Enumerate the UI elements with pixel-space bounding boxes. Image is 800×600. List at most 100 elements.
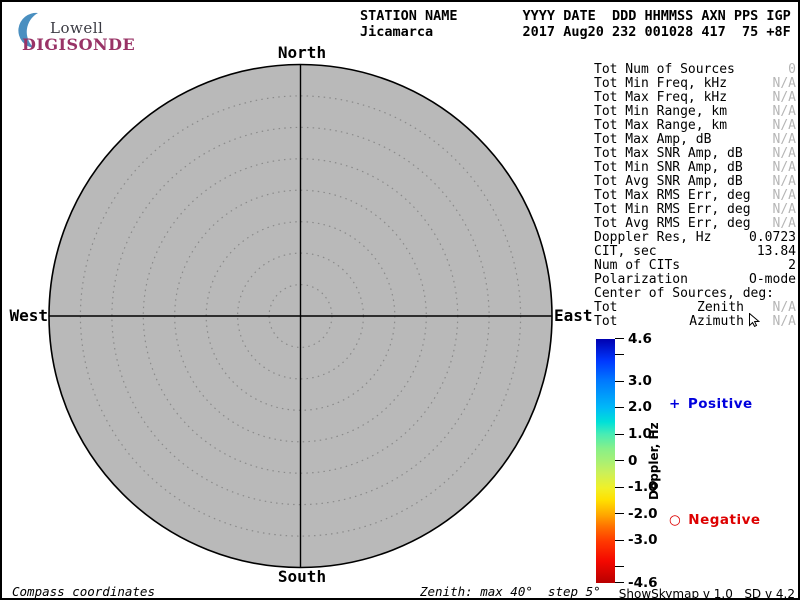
colorbar-tick-label: -1.0: [628, 479, 658, 496]
stats-value: 2: [788, 258, 796, 273]
colorbar-tick: [615, 338, 624, 340]
stats-row: Tot Max SNR Amp, dB N/A: [594, 147, 796, 161]
software-version-label: ShowSkymap v 1.0 SD v 4.2: [618, 587, 795, 600]
stats-value: N/A: [772, 90, 796, 105]
doppler-colorbar: [596, 339, 615, 583]
stats-sublabel: Azimuth: [689, 314, 744, 329]
colorbar-tick: [615, 354, 624, 356]
colorbar-tick-label: -2.0: [628, 505, 658, 522]
compass-label-north: North: [277, 43, 327, 62]
colorbar-tick-label: 3.0: [628, 372, 652, 389]
stats-row: Tot Max Range, km N/A: [594, 119, 796, 133]
stats-label: Tot Avg SNR Amp, dB: [594, 174, 743, 189]
logo-lowell-text: Lowell: [50, 19, 104, 37]
stats-value: N/A: [772, 300, 796, 315]
stats-row: Tot Zenith N/A: [594, 301, 796, 315]
plus-marker-icon: +: [669, 396, 681, 412]
stats-value: N/A: [772, 216, 796, 231]
stats-value: 0.0723: [749, 230, 796, 245]
stats-row: Tot Avg SNR Amp, dB N/A: [594, 175, 796, 189]
colorbar-tick: [615, 582, 624, 584]
stats-row: Tot Azimuth N/A: [594, 315, 796, 329]
crescent-icon: [18, 12, 38, 48]
stats-row: Tot Max Freq, kHz N/A: [594, 91, 796, 105]
stats-label: Tot Min Freq, kHz: [594, 76, 728, 91]
stats-value: N/A: [772, 132, 796, 147]
stats-label: Tot Min SNR Amp, dB: [594, 160, 743, 175]
stats-value: N/A: [772, 188, 796, 203]
stats-value: 0: [788, 62, 796, 77]
skymap-polar-plot: [48, 63, 553, 569]
colorbar-tick: [615, 433, 624, 435]
compass-label-west: West: [9, 306, 48, 325]
colorbar-tick: [615, 539, 624, 541]
colorbar-tick: [615, 513, 624, 515]
stats-row: Polarization O-mode: [594, 273, 796, 287]
stats-value: N/A: [772, 202, 796, 217]
stats-value: N/A: [772, 118, 796, 133]
stats-row: Tot Max Amp, dB N/A: [594, 133, 796, 147]
stats-value: 13.84: [756, 244, 796, 259]
stats-value: N/A: [772, 160, 796, 175]
stats-label: Tot: [594, 300, 618, 315]
logo-digisonde-text: DIGISONDE: [22, 35, 136, 54]
colorbar-axis-title: Doppler, Hz: [647, 422, 661, 500]
stats-label: Tot Max Amp, dB: [594, 132, 712, 147]
colorbar-tick: [615, 566, 624, 568]
stats-row: CIT, sec 13.84: [594, 245, 796, 259]
stats-label: Tot Avg RMS Err, deg: [594, 216, 751, 231]
stats-row: Tot Min Freq, kHz N/A: [594, 77, 796, 91]
negative-key-label: Negative: [688, 512, 761, 528]
stats-value: N/A: [772, 314, 796, 329]
stats-row: Tot Min Range, km N/A: [594, 105, 796, 119]
statistics-panel: Tot Num of Sources 0 Tot Min Freq, kHz N/A T…: [594, 63, 796, 329]
colorbar-tick-label: 2.0: [628, 399, 652, 416]
lowell-digisonde-logo: Lowell DIGISONDE: [12, 10, 135, 54]
colorbar-tick: [615, 380, 624, 382]
stats-label: CIT, sec: [594, 244, 657, 259]
colorbar-tick-label: -3.0: [628, 532, 658, 549]
stats-row: Num of CITs 2: [594, 259, 796, 273]
stats-row: Tot Min SNR Amp, dB N/A: [594, 161, 796, 175]
header-column-labels: STATION NAME YYYY DATE DDD HHMMSS AXN PP…: [360, 8, 791, 24]
stats-label: Doppler Res, Hz: [594, 230, 712, 245]
stats-row: Tot Avg RMS Err, deg N/A: [594, 217, 796, 231]
stats-row: Center of Sources, deg:: [594, 287, 796, 301]
colorbar-tick: [615, 486, 624, 488]
colorbar-tick: [615, 460, 624, 462]
stats-label: Tot Max SNR Amp, dB: [594, 146, 743, 161]
stats-label: Center of Sources, deg:: [594, 286, 775, 301]
stats-value: N/A: [772, 146, 796, 161]
stats-label: Tot Max Freq, kHz: [594, 90, 728, 105]
stats-label: Polarization: [594, 272, 688, 287]
stats-value: N/A: [772, 104, 796, 119]
stats-label: Tot Min Range, km: [594, 104, 728, 119]
stats-row: Tot Min RMS Err, deg N/A: [594, 203, 796, 217]
positive-key-label: Positive: [687, 396, 753, 412]
stats-value: N/A: [772, 76, 796, 91]
stats-value: N/A: [772, 174, 796, 189]
circle-marker-icon: ○: [669, 512, 682, 528]
compass-label-east: East: [554, 306, 593, 325]
mouse-cursor-icon: [749, 313, 760, 327]
positive-doppler-key: + Positive: [669, 396, 753, 412]
coordinates-mode-note: Compass coordinates: [12, 584, 155, 599]
stats-label: Tot Max RMS Err, deg: [594, 188, 751, 203]
stats-value: O-mode: [749, 272, 796, 287]
zenith-range-note: Zenith: max 40° step 5°: [420, 584, 601, 599]
stats-label: Tot Max Range, km: [594, 118, 728, 133]
stats-label: Num of CITs: [594, 258, 681, 273]
negative-doppler-key: ○ Negative: [669, 512, 761, 528]
stats-row: Doppler Res, Hz 0.0723: [594, 231, 796, 245]
stats-sublabel: Zenith: [697, 300, 744, 315]
stats-row: Tot Num of Sources 0: [594, 63, 796, 77]
colorbar-tick: [615, 407, 624, 409]
colorbar-tick-label: -4.6: [628, 574, 658, 591]
stats-label: Tot: [594, 314, 618, 329]
stats-row: Tot Max RMS Err, deg N/A: [594, 189, 796, 203]
compass-label-south: South: [277, 567, 327, 586]
colorbar-tick-label: 4.6: [628, 330, 652, 347]
stats-label: Tot Num of Sources: [594, 62, 735, 77]
stats-label: Tot Min RMS Err, deg: [594, 202, 751, 217]
